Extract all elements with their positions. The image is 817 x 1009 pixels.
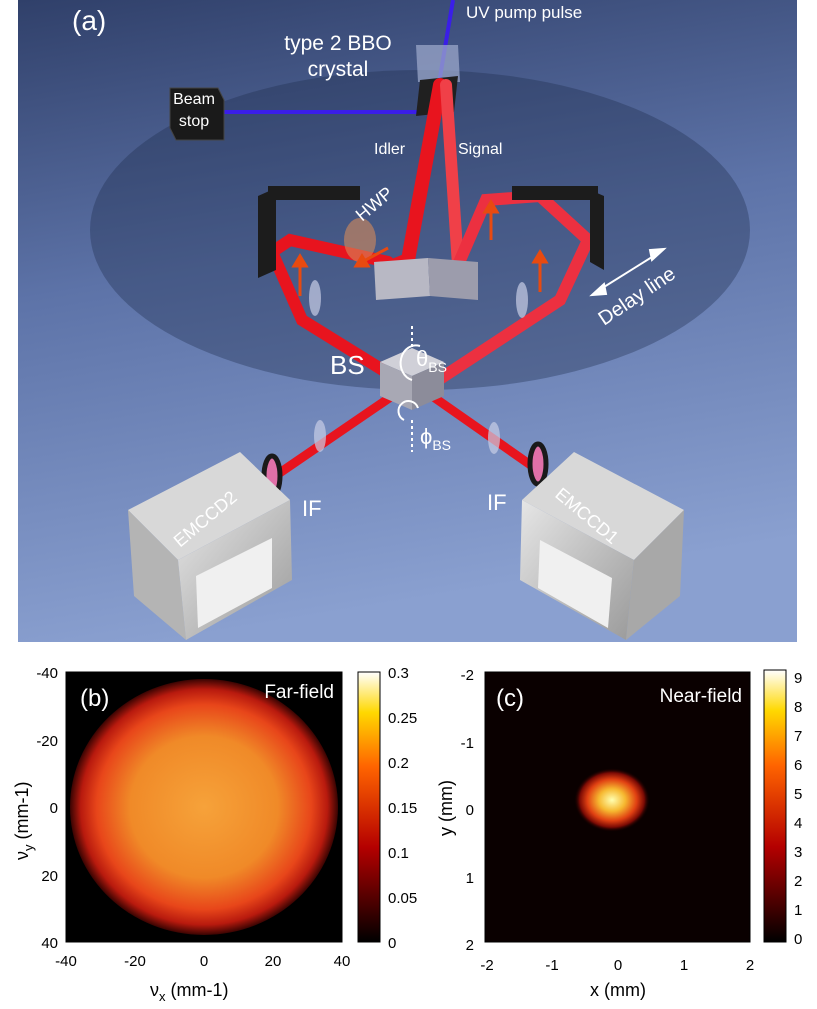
far-field-intensity [70,679,338,935]
far-field-colorbar-ticks: 0.3 0.25 0.2 0.15 0.1 0.05 0 [388,665,417,952]
y-tick: 0 [50,800,58,817]
panel-a-label: (a) [72,5,106,36]
colorbar-tick: 0.15 [388,800,417,817]
hwp-plate [344,218,376,262]
y-tick: -1 [461,735,474,752]
prism-left [374,258,430,300]
near-field-ylabel: y (mm) [436,780,456,836]
colorbar-tick: 0 [794,931,802,948]
far-field-axes-box [65,671,343,943]
prism-right [428,258,478,300]
phi-bs-label: ϕBS [420,424,451,453]
delay-line-arrow [589,247,667,297]
bbo-label-line1: type 2 BBO [284,32,391,55]
colorbar-tick: 0.25 [388,710,417,727]
panel-b-far-field: (b) Far-field -40 -20 0 20 40 -40 -20 0 … [12,665,417,1004]
panel-b-label: (b) [80,685,109,712]
panel-c-label: (c) [496,685,524,712]
colorbar-tick: 3 [794,844,802,861]
far-field-title: Far-field [264,682,334,703]
x-tick: 1 [680,957,688,974]
panel-a-setup: (a) UV pump pulse type 2 BBO crystal Bea… [18,0,797,642]
colorbar-tick: 0.1 [388,845,409,862]
x-tick: 40 [334,953,351,970]
x-tick: -20 [124,953,146,970]
beam-stop [169,87,225,141]
near-field-intensity [574,768,650,832]
colorbar-tick: 8 [794,699,802,716]
far-field-ylabel: νy (mm-1) [12,782,36,860]
y-tick: -2 [461,667,474,684]
emccd2-camera [128,452,292,640]
panel-c-near-field: (c) Near-field -2 -1 0 1 2 -2 -1 0 1 2 x… [436,667,802,1000]
near-field-x-ticks: -2 -1 0 1 2 [480,957,754,974]
y-tick: 20 [41,868,58,885]
near-field-title: Near-field [660,686,742,707]
signal-label: Signal [458,141,502,158]
if-label-left: IF [302,496,322,521]
rotation-indicators [397,326,421,452]
idler-label: Idler [374,141,406,158]
emccd1-camera [520,452,684,640]
far-field-colorbar [357,671,381,943]
bbo-crystal [416,45,460,82]
bbo-label-line2: crystal [308,58,369,81]
output-beam-left [257,387,403,490]
y-tick: 1 [466,870,474,887]
colorbar-tick: 0.3 [388,665,409,682]
y-tick: -40 [36,665,58,682]
theta-bs-label: θBS [416,346,447,375]
x-tick: -1 [545,957,558,974]
near-field-axes-box [484,671,751,943]
colorbar-tick: 9 [794,670,802,687]
y-tick: 2 [466,937,474,954]
colorbar-tick: 0.2 [388,755,409,772]
near-field-xlabel: x (mm) [590,980,646,1000]
colorbar-tick: 7 [794,728,802,745]
beam-stop-label-line1: Beam [173,91,215,108]
x-tick: 0 [614,957,622,974]
far-field-x-ticks: -40 -20 0 20 40 [55,953,350,970]
far-field-y-ticks: -40 -20 0 20 40 [36,665,58,952]
mirrors [258,186,604,278]
x-tick: -2 [480,957,493,974]
near-field-colorbar-ticks: 9 8 7 6 5 4 3 2 1 0 [794,670,802,948]
beam-stop-label-line2: stop [179,113,209,130]
y-tick: 40 [41,935,58,952]
output-beam-right [427,391,537,471]
x-tick: -40 [55,953,77,970]
if-label-right: IF [487,490,507,515]
lenses [309,280,528,454]
colorbar-tick: 2 [794,873,802,890]
signal-beam [440,79,464,271]
polarization-arrows [291,199,549,296]
signal-route [414,189,596,398]
colorbar-tick: 0 [388,935,396,952]
near-field-colorbar [763,669,787,943]
far-field-xlabel: νx (mm-1) [150,980,228,1004]
colorbar-tick: 4 [794,815,802,832]
colorbar-tick: 5 [794,786,802,803]
x-tick: 0 [200,953,208,970]
x-tick: 20 [265,953,282,970]
y-tick: -20 [36,733,58,750]
colorbar-tick: 0.05 [388,890,417,907]
if-filter-right [527,441,549,487]
x-tick: 2 [746,957,754,974]
y-tick: 0 [466,802,474,819]
colorbar-tick: 6 [794,757,802,774]
colorbar-tick: 1 [794,902,802,919]
bs-label: BS [330,350,365,380]
near-field-y-ticks: -2 -1 0 1 2 [461,667,474,954]
uv-pump-label: UV pump pulse [466,3,582,22]
